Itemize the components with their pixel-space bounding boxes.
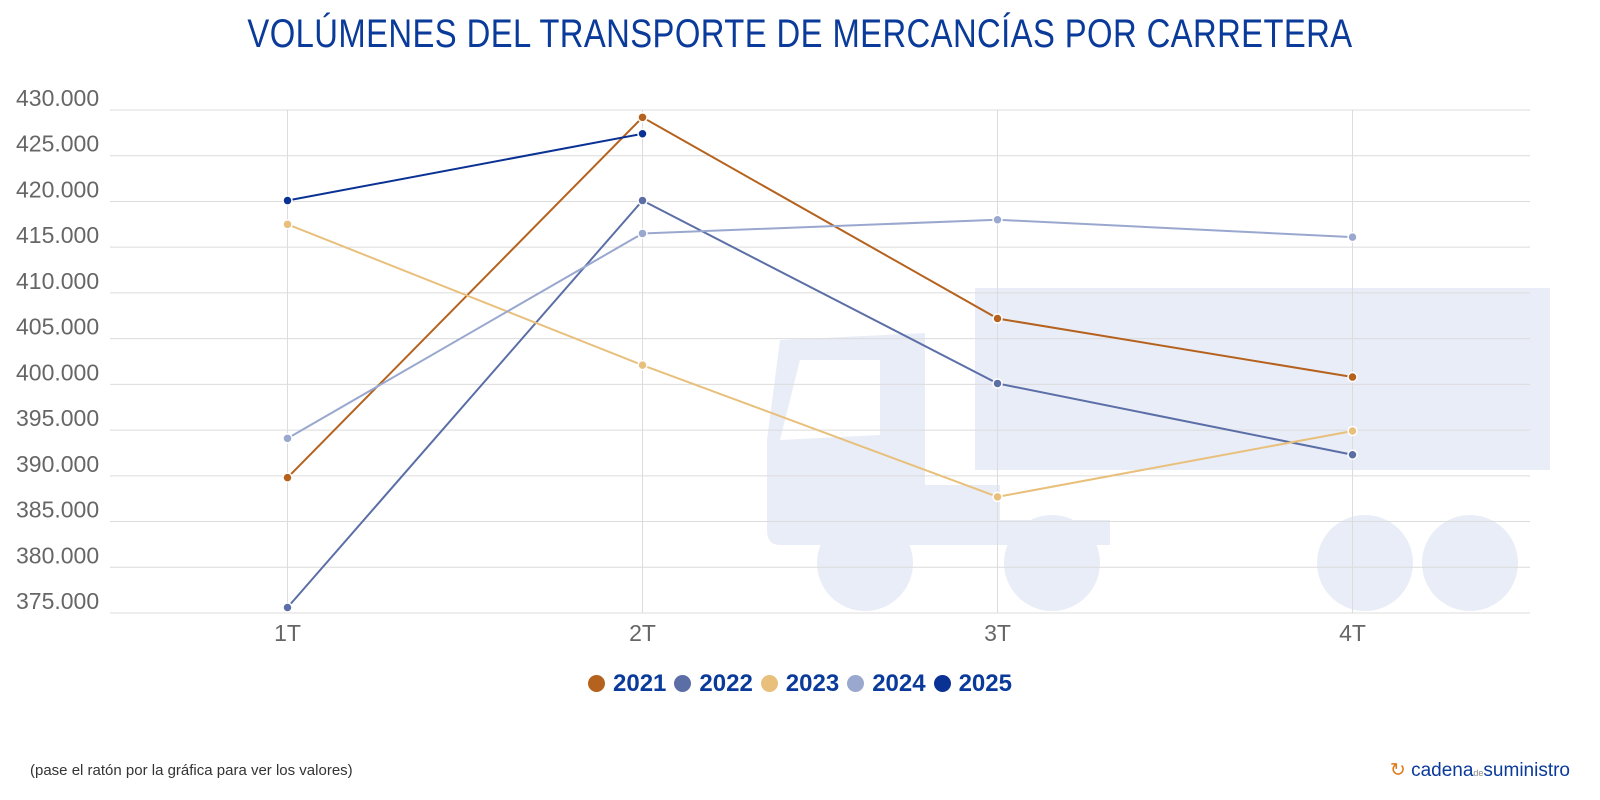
data-point-2023[interactable] [637, 359, 648, 371]
logo-icon: ↻ [1389, 760, 1406, 781]
y-tick-label: 375.000 [16, 588, 99, 614]
data-point-2024[interactable] [637, 228, 648, 239]
data-point-2021[interactable] [992, 313, 1003, 324]
y-tick-label: 420.000 [16, 176, 99, 202]
y-tick-label: 400.000 [16, 359, 99, 385]
hover-note: (pase el ratón por la gráfica para ver l… [30, 762, 353, 779]
y-tick-label: 385.000 [16, 497, 99, 523]
series-line-2024[interactable] [287, 218, 1353, 440]
legend-item-2024[interactable]: 2024 [847, 670, 926, 698]
legend-label: 2025 [958, 670, 1012, 697]
chart-title: VOLÚMENES DEL TRANSPORTE DE MERCANCÍAS P… [247, 12, 1353, 56]
legend-label: 2023 [785, 670, 840, 697]
legend-marker [933, 675, 951, 692]
y-tick-label: 410.000 [16, 268, 99, 294]
series-line-2021[interactable] [286, 116, 1353, 479]
legend-item-2025[interactable]: 2025 [933, 670, 1012, 698]
truck-watermark [767, 288, 1550, 611]
data-point-2021[interactable] [1347, 371, 1358, 383]
legend-item-2021[interactable]: 2021 [588, 670, 666, 698]
data-point-2024[interactable] [992, 214, 1003, 225]
series-line-2023[interactable] [287, 223, 1353, 498]
legend-item-2022[interactable]: 2022 [674, 670, 753, 698]
data-point-2024[interactable] [1347, 231, 1358, 243]
data-point-2023[interactable] [282, 219, 293, 230]
data-point-2021[interactable] [637, 112, 648, 123]
x-tick-label: 4T [1339, 620, 1366, 646]
y-tick-label: 390.000 [16, 451, 99, 477]
x-tick-label: 3T [984, 620, 1011, 646]
legend-marker [760, 675, 778, 692]
data-point-2022[interactable] [992, 378, 1003, 389]
data-point-2023[interactable] [992, 491, 1003, 503]
y-tick-label: 430.000 [16, 85, 99, 111]
legend-marker [588, 675, 606, 692]
data-point-2021[interactable] [282, 472, 293, 483]
data-point-2022[interactable] [282, 602, 293, 613]
x-tick-label: 2T [629, 620, 656, 646]
y-tick-label: 395.000 [16, 405, 99, 431]
x-tick-label: 1T [274, 620, 301, 646]
legend-label: 2024 [872, 670, 926, 697]
data-point-2024[interactable] [282, 433, 293, 444]
legend-marker [847, 675, 865, 692]
data-point-2025[interactable] [282, 195, 293, 206]
data-point-2022[interactable] [1347, 449, 1358, 461]
legend: 2021 2022 2023 2024 2025 [0, 670, 1600, 698]
y-tick-label: 425.000 [16, 131, 99, 157]
brand-logo: ↻ cadenadesuministro [1389, 760, 1570, 781]
data-point-2025[interactable] [637, 128, 648, 140]
legend-item-2023[interactable]: 2023 [760, 670, 840, 698]
legend-label: 2022 [699, 670, 753, 697]
y-tick-label: 380.000 [16, 542, 99, 568]
legend-marker [674, 675, 692, 692]
y-tick-label: 415.000 [16, 222, 99, 248]
data-point-2023[interactable] [1347, 425, 1358, 437]
series-line-2025[interactable] [287, 132, 643, 202]
legend-label: 2021 [613, 670, 667, 697]
series-line-2022[interactable] [286, 199, 1353, 609]
data-point-2022[interactable] [637, 195, 648, 206]
y-tick-label: 405.000 [16, 314, 99, 340]
